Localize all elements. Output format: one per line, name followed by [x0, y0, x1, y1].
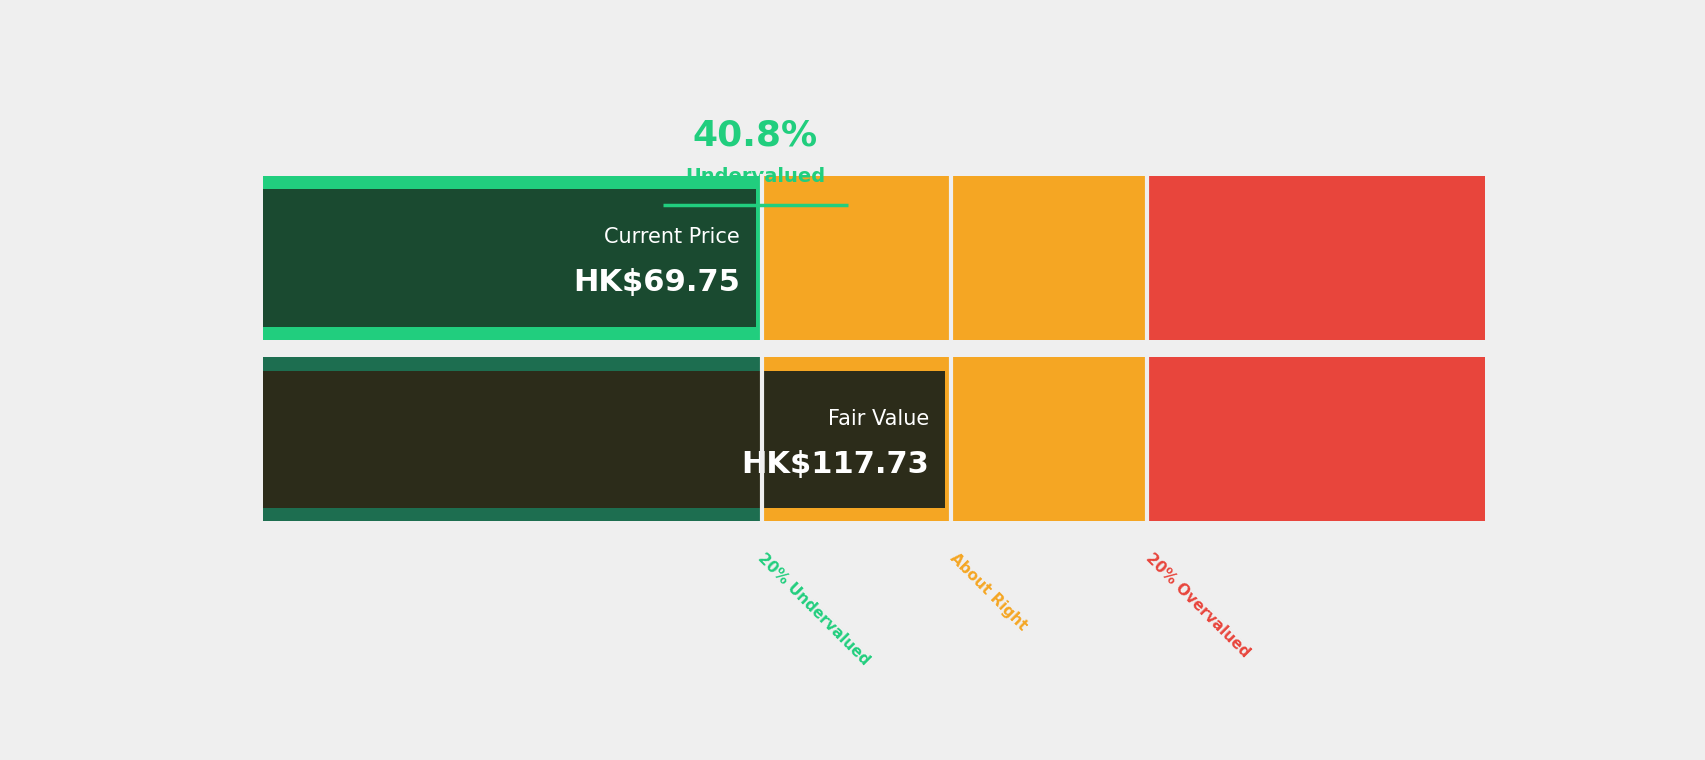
Bar	[263, 357, 762, 521]
Bar	[951, 357, 1146, 521]
Bar	[263, 371, 945, 508]
Text: About Right: About Right	[946, 550, 1030, 634]
Text: 20% Overvalued: 20% Overvalued	[1142, 550, 1251, 660]
Text: Undervalued: Undervalued	[685, 166, 825, 185]
Bar	[1146, 176, 1485, 340]
Text: 20% Undervalued: 20% Undervalued	[755, 550, 873, 668]
Bar	[951, 176, 1146, 340]
Text: Fair Value: Fair Value	[827, 409, 929, 429]
Bar	[263, 176, 762, 340]
Text: HK$69.75: HK$69.75	[573, 268, 740, 297]
Bar	[762, 357, 951, 521]
Bar	[263, 189, 755, 327]
Text: 40.8%: 40.8%	[692, 118, 817, 152]
Bar	[1146, 357, 1485, 521]
Bar	[762, 176, 951, 340]
Text: HK$117.73: HK$117.73	[742, 450, 929, 479]
Text: Current Price: Current Price	[604, 227, 740, 247]
